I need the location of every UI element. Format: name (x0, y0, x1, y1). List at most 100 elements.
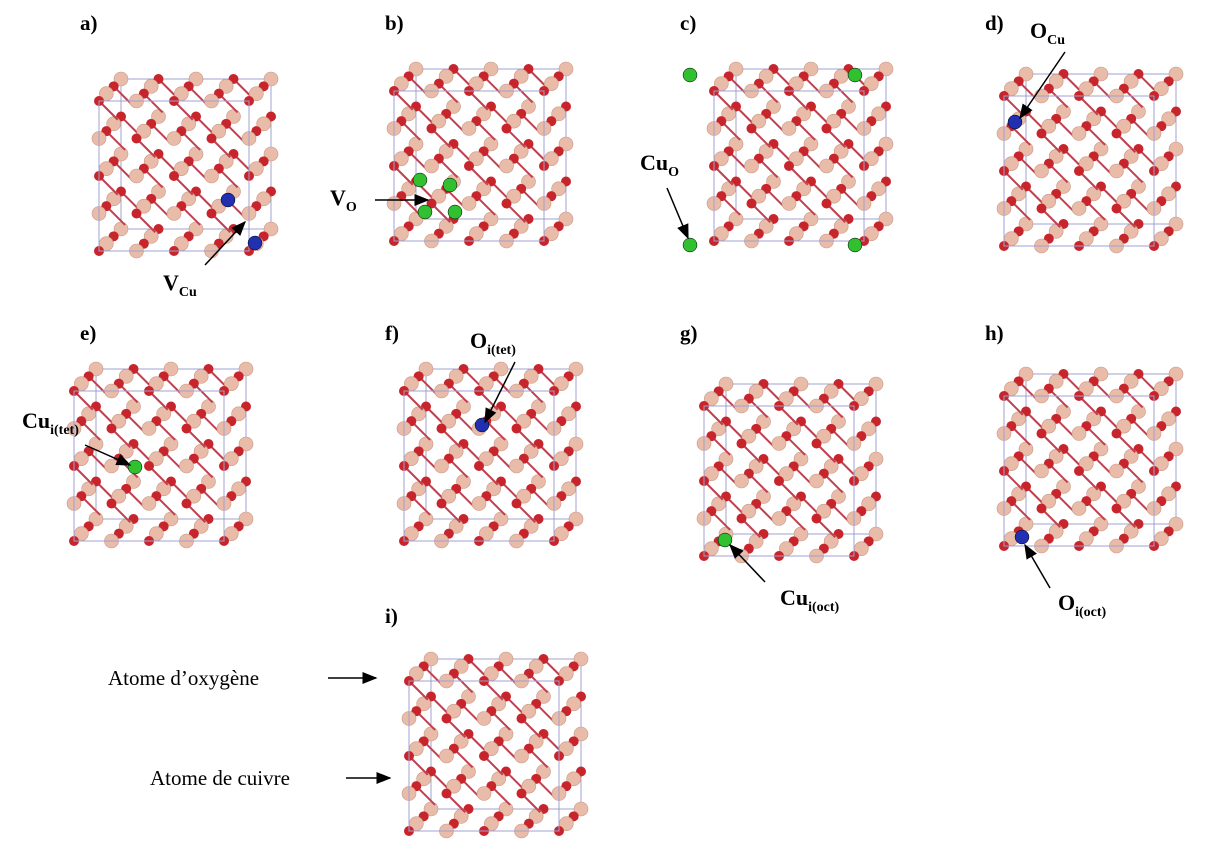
oxygen-atom (442, 714, 452, 724)
defect-atom (418, 205, 432, 219)
crystal (387, 62, 573, 248)
copper-atom (772, 437, 786, 451)
defect-label: CuO (640, 150, 679, 180)
copper-atom (435, 459, 449, 473)
copper-atom (735, 474, 749, 488)
copper-atom (130, 169, 144, 183)
defect-atom (848, 68, 862, 82)
copper-atom (1072, 502, 1086, 516)
copper-atom (142, 497, 156, 511)
copper-atom (1035, 164, 1049, 178)
defect-sub: O (346, 200, 357, 215)
defect-atom (413, 173, 427, 187)
defect-atom (718, 533, 732, 547)
oxygen-atom (107, 424, 117, 434)
copper-atom (462, 122, 476, 136)
oxygen-atom (464, 161, 474, 171)
crystal (92, 72, 278, 258)
defect-atom (683, 68, 697, 82)
oxygen-atom (132, 209, 142, 219)
panel-label: g) (680, 321, 698, 345)
panel-label: h) (985, 321, 1004, 345)
defect-label: Oi(oct) (1058, 590, 1107, 620)
defect-base: O (1058, 590, 1075, 615)
defect-base: Cu (640, 150, 668, 175)
defect-atom (848, 238, 862, 252)
defect-label: VO (330, 185, 357, 215)
defect-base: V (163, 270, 179, 295)
copper-atom (1110, 164, 1124, 178)
panel-label: b) (385, 11, 404, 35)
copper-atom (782, 197, 796, 211)
oxygen-atom (512, 424, 522, 434)
defect-atom (448, 205, 462, 219)
defect-atom (221, 193, 235, 207)
oxygen-atom (747, 124, 757, 134)
defect-sub: O (668, 165, 679, 180)
legend-copper: Atome de cuivre (150, 766, 290, 790)
oxygen-atom (437, 499, 447, 509)
oxygen-atom (737, 514, 747, 524)
copper-atom (167, 132, 181, 146)
defect-sub: i(oct) (1075, 605, 1106, 620)
defect-label: Cui(tet) (22, 408, 79, 438)
defect-base: V (330, 185, 346, 210)
copper-atom (180, 459, 194, 473)
copper-atom (142, 422, 156, 436)
copper-atom (440, 749, 454, 763)
oxygen-atom (474, 461, 484, 471)
arrow (205, 222, 245, 265)
oxygen-atom (182, 424, 192, 434)
oxygen-atom (1112, 429, 1122, 439)
copper-atom (425, 159, 439, 173)
oxygen-atom (207, 209, 217, 219)
oxygen-atom (774, 476, 784, 486)
defect-atom (248, 236, 262, 250)
defect-sub: Cu (179, 285, 197, 300)
oxygen-atom (822, 124, 832, 134)
oxygen-atom (822, 199, 832, 209)
copper-atom (1072, 427, 1086, 441)
copper-atom (1072, 127, 1086, 141)
structures (67, 62, 1183, 838)
copper-atom (167, 207, 181, 221)
copper-atom (782, 122, 796, 136)
crystal (397, 362, 583, 548)
oxygen-atom (502, 199, 512, 209)
panel-label: e) (80, 321, 96, 345)
copper-atom (1110, 464, 1124, 478)
copper-atom (810, 474, 824, 488)
defect-base: O (470, 328, 487, 353)
panel-label: f) (385, 321, 399, 345)
crystal (67, 362, 253, 548)
oxygen-atom (1037, 504, 1047, 514)
oxygen-atom (784, 161, 794, 171)
defect-sub: Cu (1047, 33, 1065, 48)
defect-atom (1015, 530, 1029, 544)
panel-label: i) (385, 604, 398, 628)
oxygen-atom (812, 514, 822, 524)
oxygen-atom (1074, 466, 1084, 476)
oxygen-atom (132, 134, 142, 144)
defect-atom (475, 418, 489, 432)
defect-label: Cui(oct) (780, 585, 840, 615)
copper-atom (515, 749, 529, 763)
crystal (707, 62, 893, 248)
oxygen-atom (747, 199, 757, 209)
copper-atom (772, 512, 786, 526)
arrow (667, 188, 688, 238)
oxygen-atom (107, 499, 117, 509)
defect-label: VCu (163, 270, 197, 300)
defect-sub: i(oct) (808, 600, 839, 615)
defect-label: OCu (1030, 18, 1065, 48)
oxygen-atom (479, 751, 489, 761)
defect-atom (683, 238, 697, 252)
copper-atom (745, 159, 759, 173)
copper-atom (500, 159, 514, 173)
oxygen-atom (144, 461, 154, 471)
copper-atom (820, 159, 834, 173)
copper-atom (477, 712, 491, 726)
crystal (997, 67, 1183, 253)
oxygen-atom (812, 439, 822, 449)
panel-label: c) (680, 11, 696, 35)
